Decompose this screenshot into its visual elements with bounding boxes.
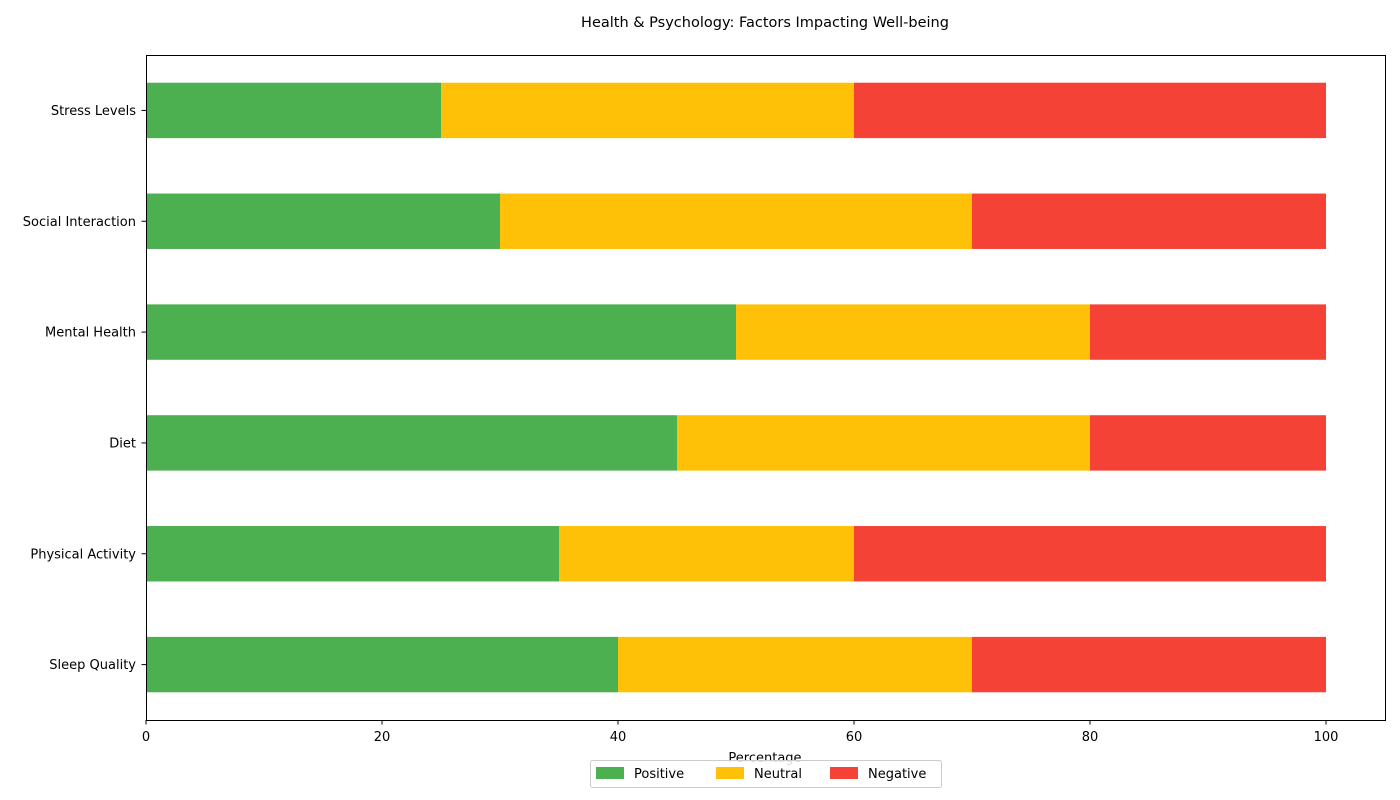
- legend: Positive Neutral Negative: [590, 760, 942, 788]
- y-tick-label: Stress Levels: [51, 104, 136, 119]
- y-axis-ticks: Sleep Quality Physical Activity Diet Mental…: [23, 104, 146, 673]
- bar-diet-neutral: [677, 415, 1090, 471]
- chart-title: Health & Psychology: Factors Impacting W…: [581, 15, 949, 31]
- x-tick-label: 0: [142, 730, 150, 745]
- bar-diet-negative: [1090, 415, 1326, 471]
- bar-social-interaction-positive: [146, 193, 500, 249]
- legend-label-positive: Positive: [634, 767, 684, 782]
- legend-swatch-negative: [830, 767, 858, 779]
- bar-social-interaction-negative: [972, 193, 1326, 249]
- bar-stress-levels-negative: [854, 82, 1326, 139]
- bar-diet-positive: [146, 415, 677, 471]
- x-axis-ticks: 0 20 40 60 80 100: [142, 720, 1339, 745]
- x-tick-label: 100: [1314, 730, 1339, 745]
- bar-stress-levels-neutral: [441, 82, 854, 139]
- y-tick-label: Sleep Quality: [49, 658, 136, 673]
- bar-stress-levels-positive: [146, 82, 441, 139]
- legend-swatch-positive: [596, 767, 624, 779]
- x-tick-label: 20: [374, 730, 391, 745]
- bar-sleep-quality-negative: [972, 636, 1326, 693]
- bar-social-interaction-neutral: [500, 193, 972, 249]
- legend-swatch-neutral: [716, 767, 744, 779]
- bar-mental-health-positive: [146, 304, 736, 360]
- y-tick-label: Mental Health: [45, 326, 136, 341]
- x-tick-label: 80: [1082, 730, 1099, 745]
- bar-sleep-quality-positive: [146, 636, 618, 693]
- bar-physical-activity-neutral: [559, 526, 854, 582]
- bar-sleep-quality-neutral: [618, 636, 972, 693]
- bar-mental-health-negative: [1090, 304, 1326, 360]
- y-tick-label: Diet: [109, 436, 136, 451]
- legend-label-negative: Negative: [868, 767, 926, 782]
- y-tick-label: Physical Activity: [30, 547, 136, 562]
- bar-physical-activity-positive: [146, 526, 559, 582]
- y-tick-label: Social Interaction: [23, 215, 136, 230]
- x-tick-label: 40: [610, 730, 627, 745]
- x-tick-label: 60: [846, 730, 863, 745]
- plot-frame: [146, 55, 1386, 721]
- legend-label-neutral: Neutral: [754, 767, 802, 782]
- bars-group: [146, 82, 1326, 693]
- bar-mental-health-neutral: [736, 304, 1090, 360]
- bar-physical-activity-negative: [854, 526, 1326, 582]
